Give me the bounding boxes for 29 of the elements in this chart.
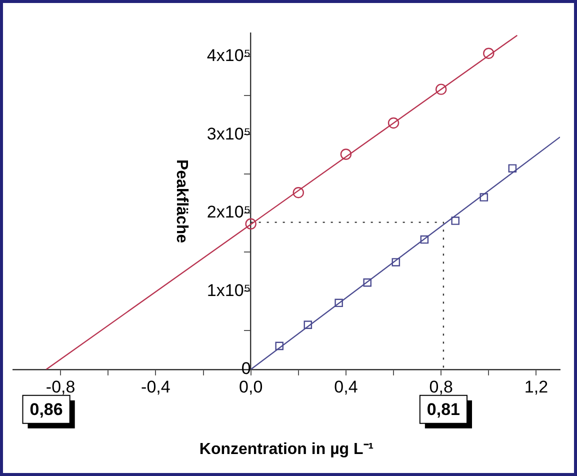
point [275, 342, 284, 350]
y-tick-label: 3x10⁵ [206, 124, 251, 144]
x-tick-label: -0,4 [141, 377, 170, 396]
point [388, 117, 400, 129]
point [480, 193, 488, 202]
point [435, 84, 447, 95]
point [451, 216, 460, 225]
point [245, 218, 256, 230]
annotation: 0,81 [426, 400, 460, 420]
point [304, 320, 312, 329]
y-tick-label: 4x10⁵ [206, 46, 251, 66]
x-tick-label: 0,0 [239, 377, 263, 396]
annotation: 0,86 [30, 400, 63, 420]
point [392, 258, 400, 266]
x-tick-label: 1,2 [524, 377, 548, 396]
x-tick-label: 0,4 [334, 377, 358, 396]
y-tick-label: 2x10⁵ [206, 202, 251, 222]
x-axis-title: Konzentration in µg L⁻¹ [199, 440, 374, 458]
point [508, 164, 517, 172]
point [420, 235, 429, 244]
point [292, 186, 304, 198]
point [334, 298, 343, 308]
y-tick-label: 1x10⁵ [206, 280, 251, 300]
y-axis-title: Peakfläche [172, 159, 190, 244]
point [340, 148, 352, 160]
x-tick-label: -0,8 [46, 377, 76, 396]
point [363, 278, 372, 287]
point [483, 48, 494, 59]
x-tick-label: 0,8 [429, 377, 453, 396]
